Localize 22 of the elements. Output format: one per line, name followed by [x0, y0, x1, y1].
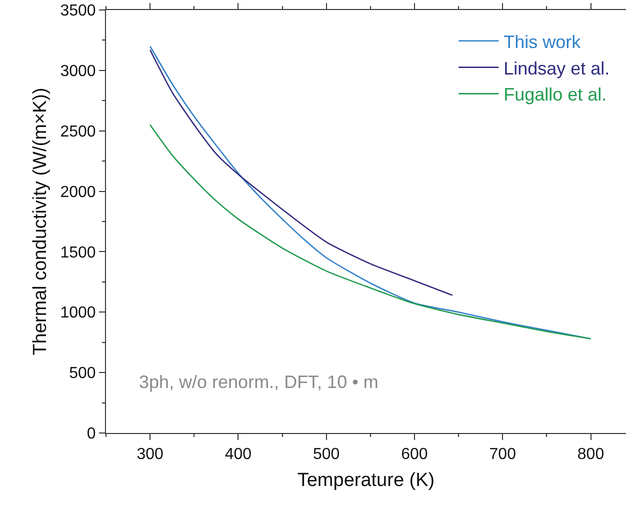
- x-axis-title: Temperature (K): [297, 470, 435, 491]
- y-tick-label: 2500: [60, 123, 96, 140]
- legend-label: Lindsay et al.: [504, 58, 610, 78]
- y-tick-label: 1500: [60, 244, 96, 262]
- line-series: [149, 49, 454, 296]
- y-axis-title: Thermal conductivity (W/(m×K)): [30, 88, 52, 356]
- line-series: [149, 124, 592, 340]
- x-tick-label: 600: [401, 446, 428, 464]
- legend-label: This work: [504, 32, 582, 52]
- x-tick-label: 700: [489, 446, 516, 464]
- x-tick-label: 300: [136, 446, 164, 464]
- y-tick-label: 1000: [60, 304, 96, 322]
- y-tick-label: 0: [86, 426, 96, 443]
- x-tick-label: 500: [312, 446, 340, 464]
- y-tick-label: 3000: [60, 63, 96, 80]
- y-tick-label: 3500: [60, 2, 96, 20]
- legend-label: Fugallo et al.: [504, 84, 607, 105]
- x-tick-label: 400: [224, 446, 252, 464]
- annotation: 3ph, w/o renorm., DFT, 10 • m: [139, 372, 378, 392]
- y-tick-label: 2000: [60, 184, 96, 201]
- y-tick-label: 500: [69, 365, 96, 382]
- x-tick-label: 800: [577, 446, 604, 464]
